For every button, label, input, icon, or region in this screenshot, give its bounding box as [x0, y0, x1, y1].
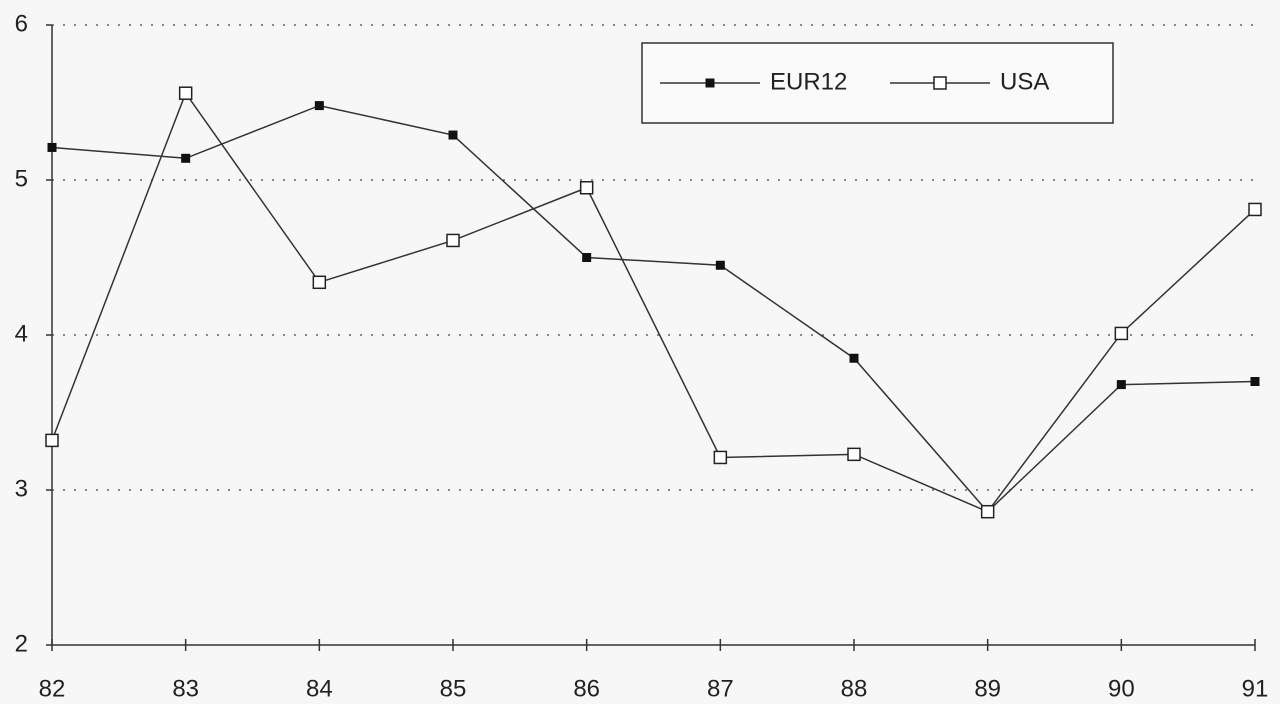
x-tick-label: 83	[172, 675, 199, 702]
y-tick-label: 5	[15, 165, 28, 192]
x-tick-label: 82	[39, 675, 66, 702]
x-tick-label: 87	[707, 675, 734, 702]
marker	[847, 447, 861, 462]
y-tick-label: 3	[15, 475, 28, 502]
x-tick-label: 85	[440, 675, 467, 702]
y-tick-label: 6	[15, 10, 28, 37]
x-tick-label: 86	[573, 675, 600, 702]
marker	[1250, 377, 1260, 386]
y-tick-label: 4	[15, 320, 28, 347]
marker	[314, 101, 324, 111]
x-tick-label: 89	[974, 675, 1001, 702]
marker	[181, 153, 191, 163]
y-tick-label: 2	[15, 630, 28, 657]
marker	[47, 142, 57, 152]
marker	[312, 275, 327, 290]
marker	[1114, 326, 1129, 341]
marker	[849, 353, 859, 363]
marker	[446, 233, 460, 248]
legend-label: EUR12	[770, 68, 847, 95]
marker	[705, 78, 715, 88]
x-tick-label: 88	[841, 675, 868, 702]
series-line	[51, 91, 1256, 513]
x-tick-label: 91	[1242, 675, 1269, 702]
x-tick-label: 90	[1108, 675, 1135, 702]
marker	[45, 433, 59, 448]
x-tick-label: 84	[306, 675, 333, 702]
marker	[448, 130, 458, 140]
series-line	[51, 104, 1256, 513]
marker	[1248, 202, 1262, 217]
legend-label: USA	[1000, 68, 1049, 95]
marker	[980, 504, 995, 519]
marker	[713, 450, 728, 465]
marker	[178, 86, 193, 100]
marker	[582, 253, 592, 262]
marker	[715, 260, 725, 270]
marker	[579, 181, 594, 195]
marker	[1116, 380, 1126, 390]
marker	[933, 76, 947, 90]
